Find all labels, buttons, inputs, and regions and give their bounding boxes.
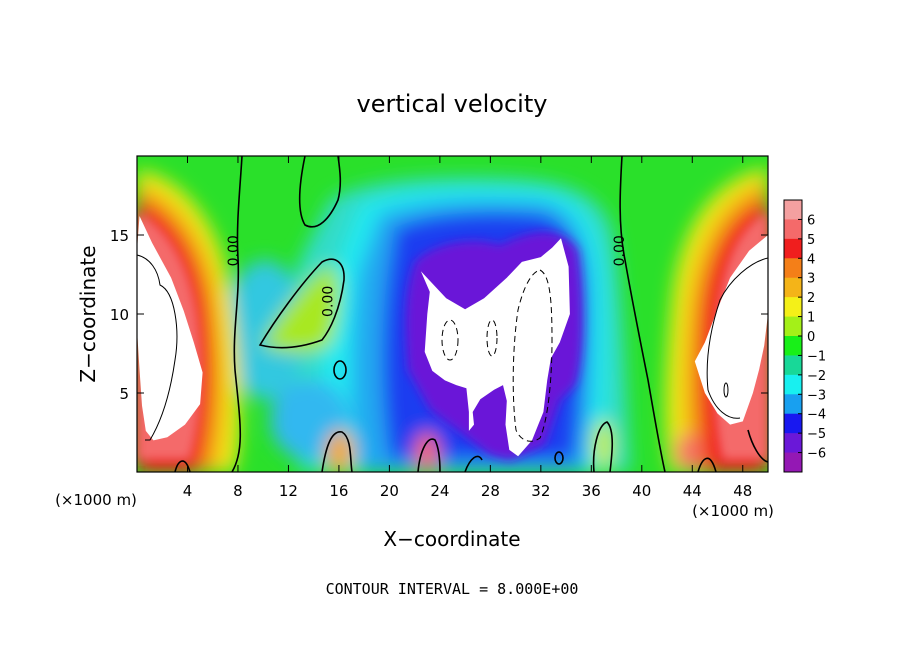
contour-label: 0.00	[612, 235, 628, 266]
x-tick-label: 28	[481, 482, 500, 500]
x-axis: 4 8 12 16 20 24 28 32 36 40 44 48	[183, 156, 752, 500]
colorbar-tick-label: 6	[807, 213, 815, 228]
x-axis-label: X−coordinate	[383, 527, 520, 551]
y-tick-label: 15	[110, 227, 129, 245]
colorbar: 6 5 4 3 2 1 0 −1 −2 −3 −4 −5 −6	[783, 199, 826, 473]
colorbar-swatch	[784, 355, 802, 376]
colorbar-tick-label: −6	[807, 447, 826, 462]
x-tick-label: 16	[329, 482, 348, 500]
colorbar-swatch	[784, 277, 802, 298]
white-core-right	[694, 235, 768, 425]
colorbar-swatch	[784, 297, 802, 318]
heatmap-field	[137, 156, 768, 472]
colorbar-tick-label: −2	[807, 369, 826, 384]
contour-label: 0.00	[226, 235, 242, 266]
colorbar-tick-label: −5	[807, 427, 826, 442]
colorbar-swatch	[784, 200, 802, 220]
x-tick-label: 20	[380, 482, 399, 500]
colorbar-swatch	[784, 316, 802, 337]
x-tick-label: 44	[683, 482, 702, 500]
x-tick-label: 8	[233, 482, 243, 500]
colorbar-swatch	[784, 452, 802, 473]
zero-contours	[174, 156, 768, 472]
colorbar-swatch	[784, 374, 802, 395]
colorbar-tick-label: −3	[807, 388, 826, 403]
colorbar-tick-label: 5	[807, 233, 815, 248]
colorbar-swatch	[784, 219, 802, 240]
x-tick-label: 40	[632, 482, 651, 500]
white-core-center	[420, 238, 570, 457]
colorbar-tick-label: 0	[807, 330, 815, 345]
colorbar-tick-label: −4	[807, 408, 826, 423]
y-tick-label: 5	[119, 385, 129, 403]
x-tick-label: 48	[733, 482, 752, 500]
contour-interval-note: CONTOUR INTERVAL = 8.000E+00	[326, 580, 579, 598]
colorbar-tick-label: 2	[807, 291, 815, 306]
colorbar-swatch	[784, 413, 802, 434]
colorbar-tick-label: −1	[807, 349, 826, 364]
negative-contours	[441, 269, 553, 442]
y-tick-label: 10	[110, 306, 129, 324]
colorbar-swatch	[784, 336, 802, 356]
thin-contours	[137, 254, 768, 441]
colorbar-tick-label: 4	[807, 252, 815, 267]
x-tick-label: 24	[430, 482, 449, 500]
colorbar-swatch	[784, 433, 802, 454]
colorbar-swatch	[784, 394, 802, 415]
x-unit-right: (×1000 m)	[692, 502, 774, 520]
x-tick-label: 4	[183, 482, 193, 500]
colorbar-tick-label: 3	[807, 272, 815, 287]
x-tick-label: 36	[582, 482, 601, 500]
x-tick-label: 32	[531, 482, 550, 500]
y-axis: 5 10 15	[110, 227, 768, 403]
colorbar-tick-label: 1	[807, 311, 815, 326]
colorbar-swatch	[784, 238, 802, 259]
contour-labels: 0.00 0.00 0.00	[226, 235, 628, 317]
white-core-left	[137, 216, 203, 441]
chart-title: vertical velocity	[357, 90, 548, 118]
x-unit-left: (×1000 m)	[55, 491, 137, 509]
x-tick-label: 12	[279, 482, 298, 500]
y-axis-label: Z−coordinate	[76, 245, 100, 382]
colorbar-swatch	[784, 258, 802, 279]
contour-label: 0.00	[321, 286, 337, 317]
